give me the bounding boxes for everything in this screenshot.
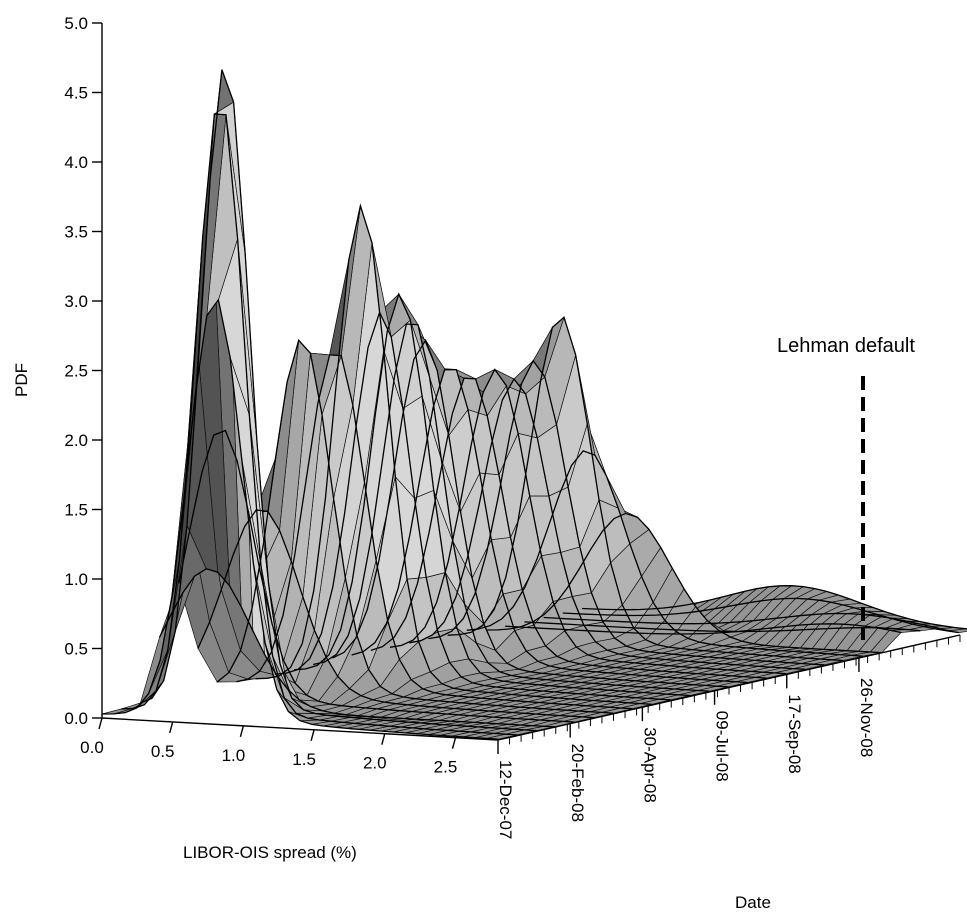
series-line: [159, 568, 556, 728]
ticks-layer: 0.0 0.5 1.0 1.5 2.0 2.5 3.0 3.5 4.0 4.5 5.0 0.0 0.5 1…: [64, 14, 961, 839]
z-tick-label: 3.0: [64, 292, 88, 311]
x-tick-mark: [381, 733, 386, 745]
x-axis-line: [101, 717, 499, 741]
surface-layer: [101, 69, 967, 740]
x-tick-label: 2.0: [363, 754, 387, 773]
series-line: [293, 292, 690, 697]
x-tick-label: 1.5: [292, 750, 316, 769]
series-line: [197, 509, 594, 719]
series-line: [543, 612, 940, 630]
x-tick-mark: [310, 729, 315, 741]
date-axis-title: Date: [735, 893, 771, 912]
x-tick-mark: [98, 717, 103, 730]
x-tick-label: 0.5: [151, 742, 175, 761]
series-line: [274, 310, 671, 701]
series-line: [332, 338, 729, 688]
date-tick-label: 12-Dec-07: [496, 760, 515, 839]
date-tick-label: 17-Sep-08: [785, 694, 804, 773]
series-line: [236, 354, 633, 710]
series-line: [140, 69, 537, 732]
series-line: [389, 368, 786, 675]
date-tick-label: 20-Feb-08: [568, 744, 587, 822]
series-line: [428, 359, 825, 666]
annotation-label: Lehman default: [777, 335, 915, 357]
date-tick-label: 09-Jul-08: [713, 711, 732, 782]
z-tick-label: 3.5: [64, 223, 88, 242]
lehman-annotation: Lehman default: [777, 335, 915, 640]
z-tick-label: 4.5: [64, 84, 88, 103]
series-line: [524, 621, 921, 633]
series-line: [255, 203, 652, 705]
x-tick-label: 2.5: [434, 758, 458, 777]
series-line: [121, 113, 518, 736]
x-tick-label: 0.0: [80, 738, 104, 757]
z-axis-title: PDF: [12, 363, 31, 397]
z-tick-label: 1.5: [64, 501, 88, 520]
z-tick-label: 5.0: [64, 14, 88, 33]
series-line: [466, 450, 863, 657]
x-tick-mark: [451, 737, 457, 749]
series-line: [562, 597, 959, 634]
date-tick-label: 26-Nov-08: [857, 678, 876, 757]
z-tick-label: 0.5: [64, 640, 88, 659]
series-line: [409, 377, 806, 670]
x-tick-mark: [239, 725, 245, 738]
series-line: [178, 429, 575, 723]
x-axis-title: LIBOR-OIS spread (%): [183, 843, 357, 862]
series-line: [581, 585, 967, 630]
x-tick-mark: [169, 721, 174, 734]
z-tick-label: 2.5: [64, 362, 88, 381]
series-line: [216, 338, 614, 714]
z-tick-label: 1.0: [64, 570, 88, 589]
series-line: [505, 623, 902, 635]
series-line: [485, 512, 882, 654]
z-tick-label: 0.0: [64, 709, 88, 728]
z-tick-label: 4.0: [64, 153, 88, 172]
series-line: [447, 316, 844, 662]
series-line: [313, 323, 710, 692]
series-line: [370, 377, 767, 679]
x-tick-label: 1.0: [222, 746, 246, 765]
date-tick-label: 30-Apr-08: [640, 727, 659, 803]
series-line: [101, 298, 498, 740]
series-line: [351, 368, 748, 684]
z-tick-label: 2.0: [64, 431, 88, 450]
